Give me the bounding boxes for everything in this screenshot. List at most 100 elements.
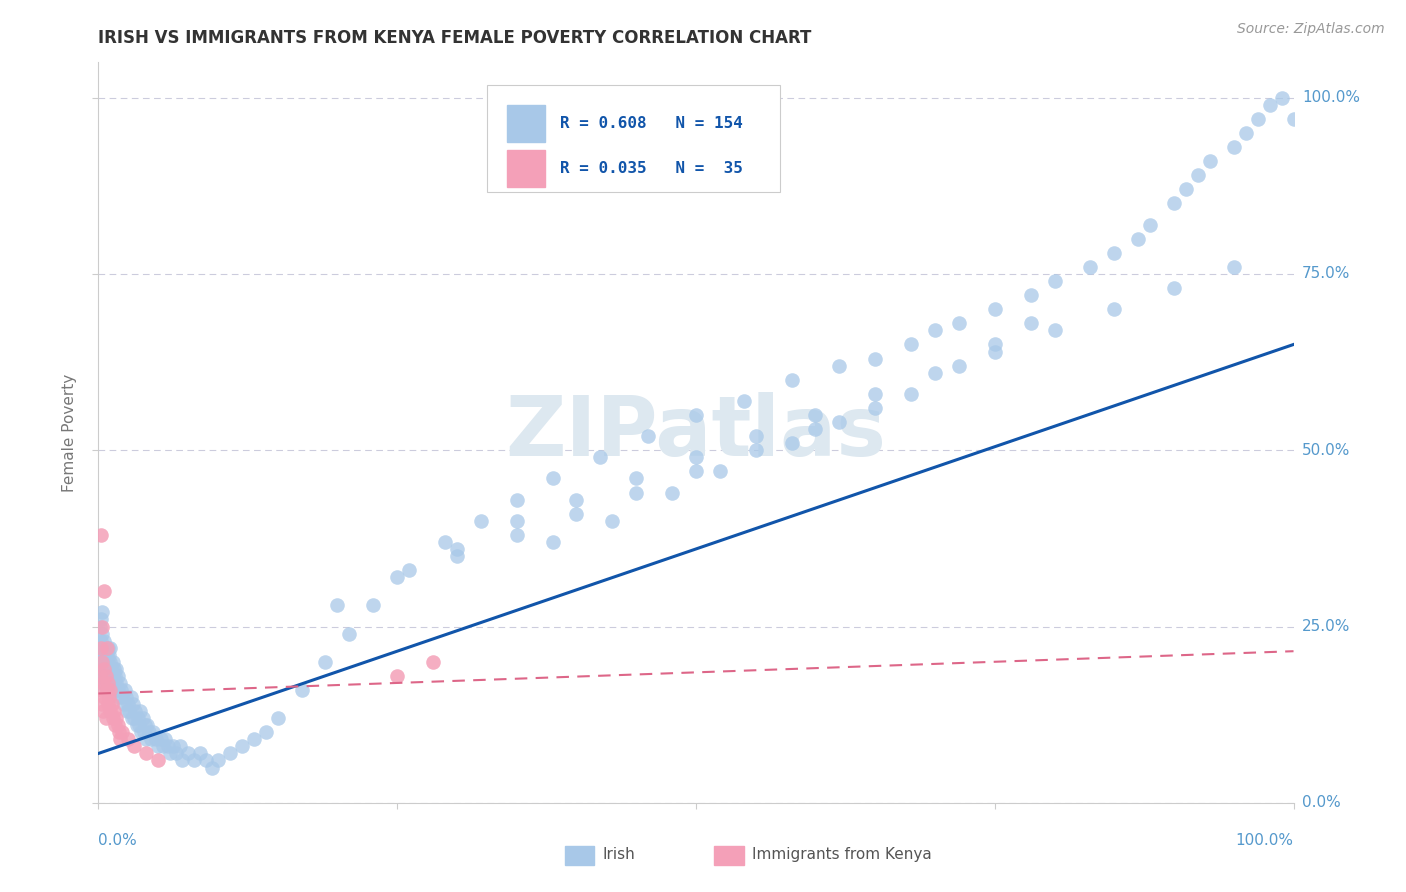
Point	[1223, 260, 1246, 274]
Point	[91, 619, 114, 633]
Point	[91, 676, 114, 690]
Point	[924, 323, 946, 337]
Point	[108, 676, 131, 690]
Point	[177, 747, 200, 761]
Point	[1043, 323, 1066, 337]
Point	[135, 732, 157, 747]
Point	[948, 359, 970, 373]
Text: 0.0%: 0.0%	[1302, 796, 1340, 810]
Point	[104, 683, 127, 698]
Text: IRISH VS IMMIGRANTS FROM KENYA FEMALE POVERTY CORRELATION CHART: IRISH VS IMMIGRANTS FROM KENYA FEMALE PO…	[98, 29, 811, 47]
Point	[132, 725, 155, 739]
Point	[1139, 218, 1161, 232]
Point	[111, 725, 134, 739]
FancyBboxPatch shape	[565, 847, 595, 865]
Point	[804, 408, 827, 422]
Point	[101, 655, 124, 669]
FancyBboxPatch shape	[508, 105, 546, 142]
Point	[125, 718, 148, 732]
Point	[93, 662, 115, 676]
Point	[107, 718, 129, 732]
Text: 50.0%: 50.0%	[1302, 442, 1350, 458]
Point	[98, 648, 121, 662]
Point	[135, 747, 157, 761]
Point	[98, 669, 122, 683]
Point	[100, 697, 122, 711]
Point	[90, 640, 112, 655]
Point	[1080, 260, 1102, 274]
Point	[1163, 281, 1185, 295]
Point	[98, 704, 122, 718]
Point	[107, 725, 129, 739]
Point	[1128, 232, 1150, 246]
Point	[98, 690, 121, 704]
Point	[110, 683, 132, 698]
Point	[91, 626, 114, 640]
Point	[207, 754, 229, 768]
Point	[339, 626, 361, 640]
Point	[93, 690, 115, 704]
Point	[120, 690, 142, 704]
Point	[121, 711, 143, 725]
Point	[984, 302, 1007, 317]
Point	[93, 648, 115, 662]
Text: Source: ZipAtlas.com: Source: ZipAtlas.com	[1237, 22, 1385, 37]
Point	[107, 669, 129, 683]
Point	[97, 669, 120, 683]
Point	[115, 704, 138, 718]
Point	[97, 640, 120, 655]
Point	[101, 669, 124, 683]
Point	[661, 485, 683, 500]
Point	[105, 711, 128, 725]
Point	[1223, 140, 1246, 154]
Point	[94, 669, 117, 683]
Point	[131, 725, 153, 739]
Point	[565, 507, 588, 521]
Point	[108, 732, 131, 747]
Point	[122, 697, 145, 711]
Point	[91, 704, 114, 718]
Point	[112, 697, 135, 711]
Point	[363, 599, 385, 613]
Point	[804, 422, 827, 436]
Point	[139, 732, 162, 747]
Point	[100, 676, 122, 690]
Point	[100, 662, 122, 676]
Point	[124, 711, 146, 725]
Text: R = 0.608   N = 154: R = 0.608 N = 154	[560, 116, 742, 131]
Point	[865, 387, 887, 401]
Point	[104, 718, 127, 732]
Point	[865, 401, 887, 415]
Point	[780, 373, 803, 387]
Point	[1258, 97, 1281, 112]
Point	[709, 464, 731, 478]
Text: 25.0%: 25.0%	[1302, 619, 1350, 634]
Point	[90, 612, 112, 626]
Point	[326, 599, 349, 613]
Point	[91, 640, 114, 655]
Point	[91, 655, 114, 669]
Point	[267, 711, 290, 725]
Point	[134, 718, 156, 732]
Point	[589, 450, 612, 465]
Point	[745, 443, 768, 458]
Point	[91, 697, 114, 711]
Point	[114, 683, 136, 698]
Point	[1247, 112, 1270, 126]
Point	[434, 535, 457, 549]
Point	[142, 725, 165, 739]
Point	[984, 344, 1007, 359]
Point	[1175, 182, 1198, 196]
Point	[165, 747, 187, 761]
Point	[97, 655, 120, 669]
Point	[172, 754, 194, 768]
Point	[685, 408, 707, 422]
Point	[422, 655, 444, 669]
Point	[828, 359, 851, 373]
Point	[541, 535, 564, 549]
Point	[94, 711, 117, 725]
Point	[685, 464, 707, 478]
Point	[1187, 168, 1209, 182]
Point	[243, 732, 266, 747]
Point	[94, 640, 117, 655]
